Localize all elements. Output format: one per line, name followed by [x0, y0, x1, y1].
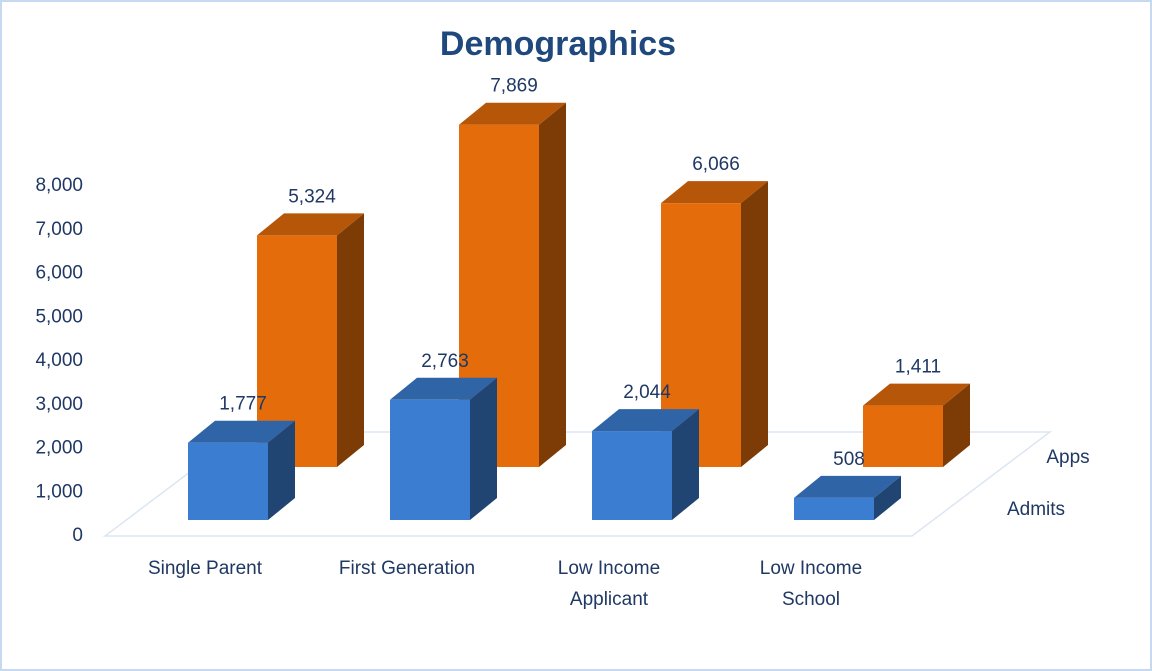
bar-side: [943, 383, 970, 467]
y-tick-label: 6,000: [35, 263, 83, 284]
bar-front: [592, 431, 672, 520]
x-tick-label: Single Parent: [147, 558, 263, 579]
bar-top: [257, 213, 364, 236]
bar: [794, 475, 901, 520]
x-tick-label: Low Income Applicant: [557, 558, 661, 610]
y-tick-label: 7,000: [35, 219, 83, 240]
series-label: Apps: [1046, 447, 1089, 468]
bar-top: [661, 181, 768, 204]
bar: [661, 181, 768, 467]
data-label: 2,763: [421, 351, 469, 372]
x-tick-label: Low Income School: [759, 558, 863, 610]
bar: [390, 377, 497, 520]
bar-front: [863, 405, 943, 467]
bar-side: [337, 213, 364, 467]
y-tick-label: 4,000: [35, 350, 83, 371]
y-tick-label: 3,000: [35, 394, 83, 415]
data-label: 7,869: [490, 76, 538, 97]
y-tick-label: 5,000: [35, 306, 83, 327]
bar-front: [390, 399, 470, 520]
x-tick-label: First Generation: [338, 558, 476, 579]
bar: [188, 420, 295, 520]
data-label: 5,324: [288, 186, 336, 207]
y-tick-label: 0: [72, 525, 83, 546]
bar-side: [874, 475, 901, 520]
y-tick-label: 8,000: [35, 175, 83, 196]
data-label: 2,044: [623, 382, 671, 403]
bar-top: [794, 475, 901, 498]
data-label: 1,777: [219, 394, 267, 415]
chart-title: Demographics: [440, 25, 676, 63]
bar: [459, 102, 566, 468]
bar-side: [268, 420, 295, 520]
bar-front: [794, 497, 874, 520]
bar-side: [539, 102, 566, 468]
bar-side: [470, 377, 497, 520]
bar-top: [390, 377, 497, 400]
data-label: 508: [833, 449, 865, 470]
bar: [592, 409, 699, 520]
bar-side: [741, 181, 768, 467]
bar-side: [672, 409, 699, 520]
y-tick-label: 1,000: [35, 481, 83, 502]
bar-top: [188, 420, 295, 443]
y-tick-label: 2,000: [35, 438, 83, 459]
bar-top: [592, 409, 699, 432]
bar-front: [188, 442, 268, 520]
bar-top: [863, 383, 970, 406]
bar-top: [459, 102, 566, 125]
series-label: Admits: [1007, 499, 1065, 520]
data-label: 6,066: [692, 154, 740, 175]
bar: [863, 383, 970, 467]
bar: [257, 213, 364, 467]
data-label: 1,411: [895, 357, 941, 378]
